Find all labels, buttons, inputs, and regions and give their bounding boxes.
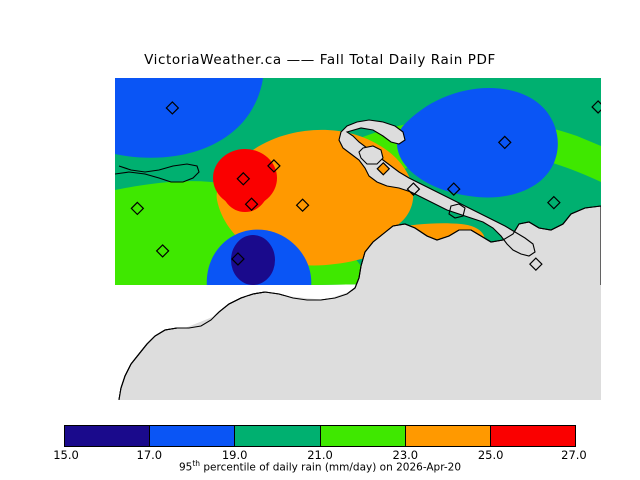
station-marker-station-blue-lobe-west[interactable]	[446, 182, 461, 196]
contour-band-15-17	[231, 235, 275, 285]
contour-field	[115, 78, 601, 285]
station-marker-station-navy-core[interactable]	[231, 252, 245, 266]
contour-map[interactable]	[115, 78, 601, 400]
colorbar-tick-3: 21.0	[307, 448, 333, 462]
colorbar-tick-6: 27.0	[561, 448, 587, 462]
landmass-layer	[115, 119, 601, 400]
land-southeast-block	[119, 262, 601, 400]
station-marker-station-strait[interactable]	[406, 182, 421, 196]
caption-value: 95	[178, 461, 193, 474]
coastline-south-main	[118, 205, 601, 400]
colorbar-band-5[interactable]	[490, 426, 576, 446]
contour-band-17-19-nw	[115, 78, 263, 158]
colorbar-band-4[interactable]	[405, 426, 491, 446]
colorbar-band-0[interactable]	[65, 426, 151, 446]
station-marker-station-sw-low[interactable]	[155, 244, 170, 258]
colorbar[interactable]	[64, 425, 576, 447]
land-peninsula-arm	[338, 119, 536, 257]
station-markers[interactable]	[130, 100, 601, 271]
station-marker-station-peninsula[interactable]	[376, 161, 391, 176]
station-marker-station-mid-green[interactable]	[295, 198, 310, 213]
colorbar-band-3[interactable]	[320, 426, 406, 446]
colorbar-caption: 95th percentile of daily rain (mm/day) o…	[0, 459, 640, 474]
colorbar-tick-5: 25.0	[477, 448, 504, 462]
colorbar-tick-2: 19.0	[221, 448, 248, 462]
land-small-island	[358, 145, 384, 165]
station-marker-station-red-core-west[interactable]	[236, 171, 251, 186]
station-marker-station-nw[interactable]	[165, 101, 180, 115]
coastline-islet-1	[448, 203, 466, 219]
contour-band-17-19-ne	[397, 88, 558, 198]
station-marker-station-se-blue[interactable]	[529, 257, 543, 271]
colorbar-band-2[interactable]	[235, 426, 321, 446]
colorbar-tick-1: 17.0	[136, 448, 163, 462]
station-marker-station-red-south[interactable]	[244, 197, 259, 212]
colorbar-tick-4: 23.0	[392, 448, 419, 462]
colorbar-tick-0: 15.0	[53, 448, 79, 462]
station-marker-station-west-coast[interactable]	[130, 201, 145, 216]
station-marker-station-blue-lobe-east[interactable]	[497, 135, 512, 150]
station-marker-station-east-green[interactable]	[547, 195, 561, 210]
colorbar-group[interactable]	[64, 425, 582, 451]
coastline-west-inlet	[115, 163, 200, 183]
caption-text: percentile of daily rain (mm/day) on 202…	[200, 461, 462, 474]
station-marker-station-ne-corner[interactable]	[591, 100, 601, 114]
map-panel[interactable]	[115, 78, 601, 400]
station-marker-station-red-core-east[interactable]	[267, 159, 281, 173]
caption-ordinal-suffix: th	[192, 459, 201, 468]
colorbar-band-1[interactable]	[150, 426, 236, 446]
figure-title: VictoriaWeather.ca —— Fall Total Daily R…	[144, 52, 496, 68]
colorbar-tick-labels: 15.0 17.0 19.0 21.0 23.0 25.0 27.0	[53, 448, 587, 462]
